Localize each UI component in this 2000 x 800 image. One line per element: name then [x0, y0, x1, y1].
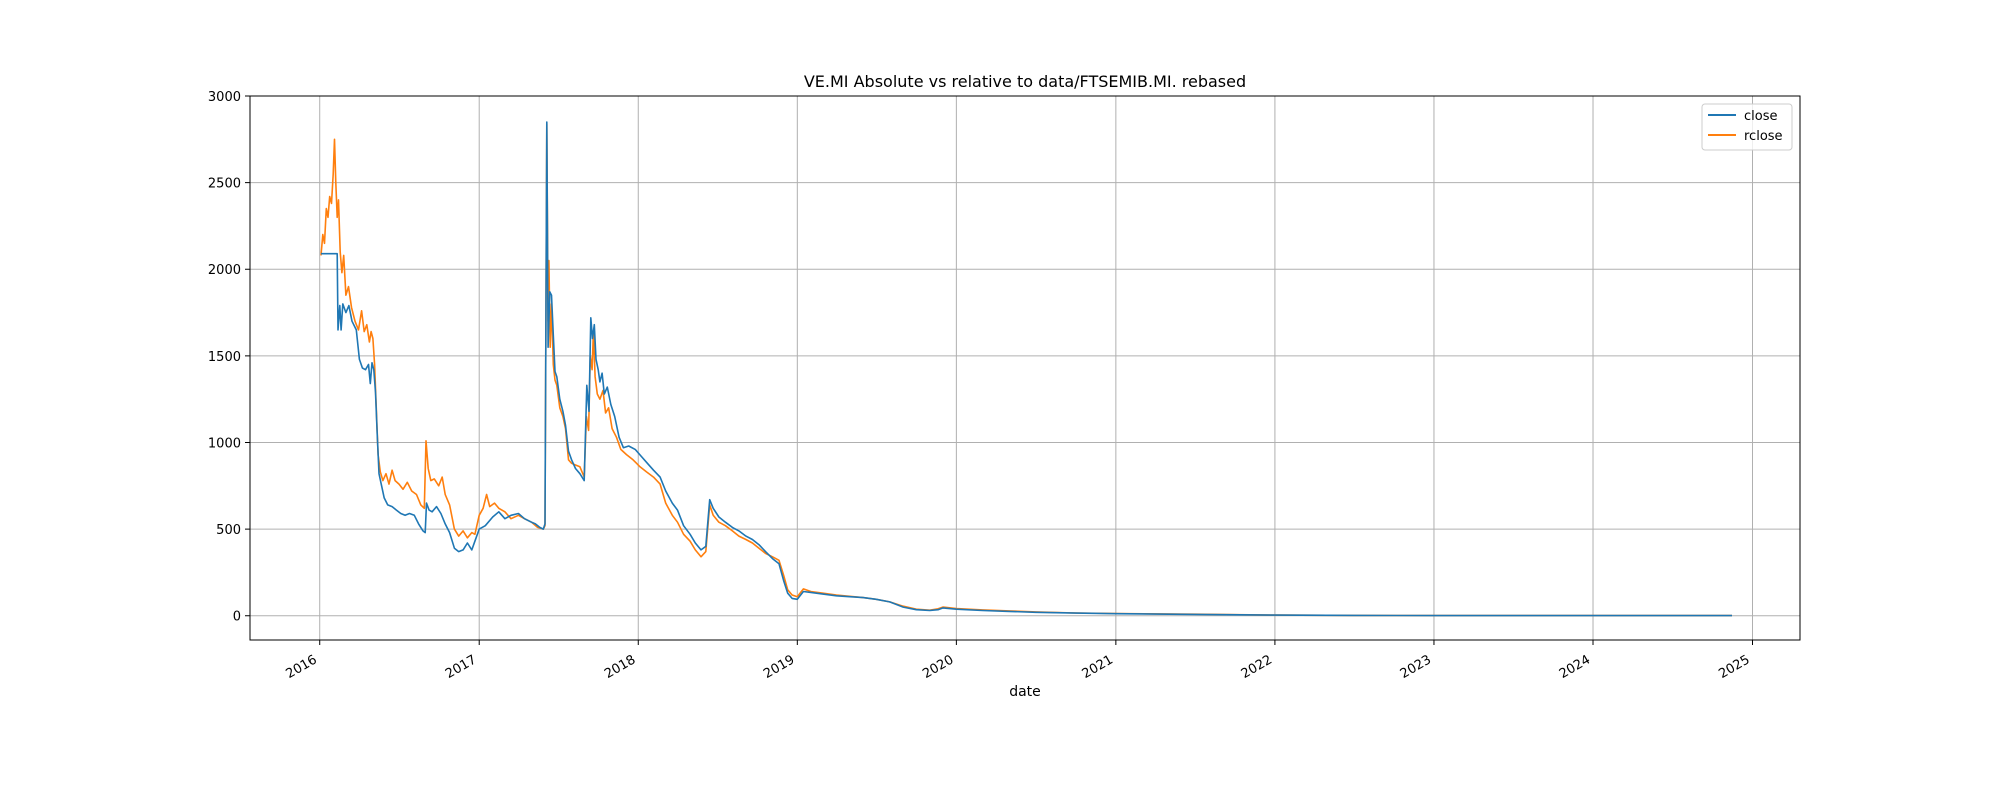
series-line-close: [321, 121, 1732, 617]
y-tick-label: 1500: [208, 350, 241, 365]
series-line-rclose: [320, 122, 1732, 617]
legend: close rclose: [1701, 103, 1793, 151]
y-tick-label: 3000: [208, 90, 241, 105]
y-tick-label: 1000: [208, 436, 241, 451]
plot-area: [250, 96, 1800, 640]
y-tick-label: 500: [216, 523, 241, 538]
legend-label-rclose: rclose: [1744, 129, 1783, 144]
y-tick-label: 2500: [208, 177, 241, 192]
series-lines: [320, 121, 1732, 617]
grid-lines: [250, 95, 1800, 640]
legend-label-close: close: [1744, 109, 1777, 124]
y-tick-label: 2000: [208, 263, 241, 278]
x-axis-title: date: [1009, 684, 1041, 700]
y-tick-label: 0: [233, 610, 241, 625]
chart-title: VE.MI Absolute vs relative to data/FTSEM…: [804, 72, 1246, 91]
plot-frame: [249, 95, 1801, 641]
